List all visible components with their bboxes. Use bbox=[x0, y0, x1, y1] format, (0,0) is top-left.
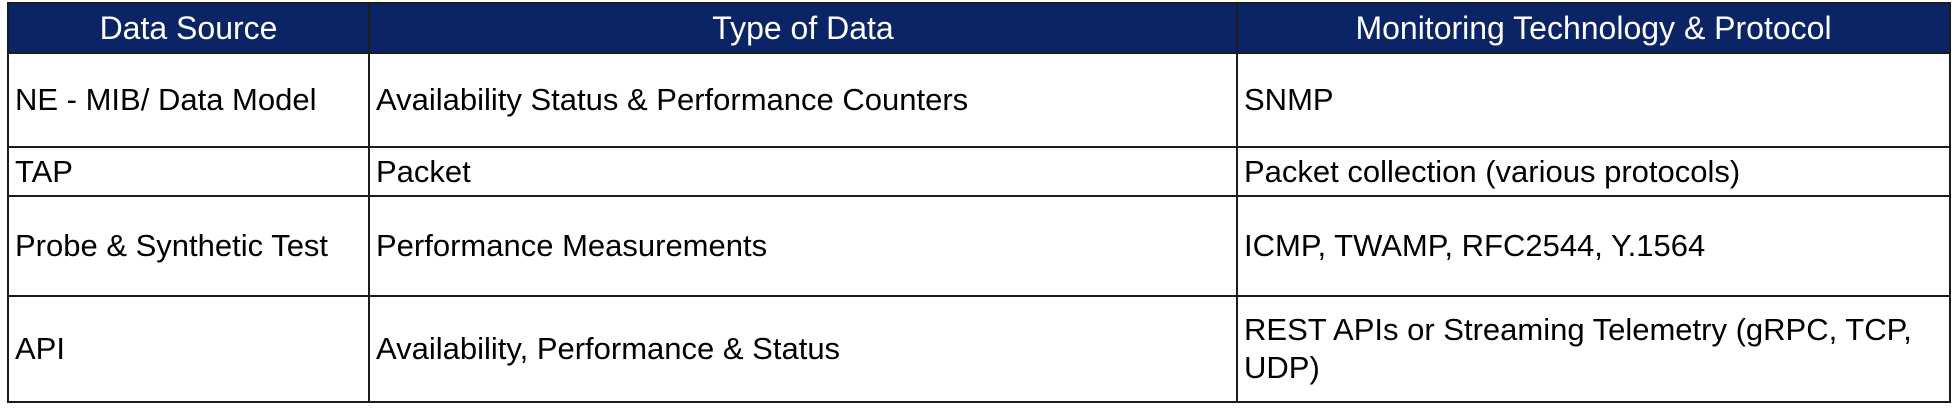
cell-type-of-data: Availability, Performance & Status bbox=[368, 295, 1238, 403]
cell-data-source: NE - MIB/ Data Model bbox=[7, 52, 370, 148]
table-header-row: Data Source Type of Data Monitoring Tech… bbox=[7, 2, 1951, 54]
header-data-source: Data Source bbox=[7, 2, 370, 54]
data-source-table: Data Source Type of Data Monitoring Tech… bbox=[7, 2, 1951, 403]
cell-monitoring-technology: SNMP bbox=[1236, 52, 1951, 148]
cell-monitoring-technology: ICMP, TWAMP, RFC2544, Y.1564 bbox=[1236, 195, 1951, 297]
cell-monitoring-technology: Packet collection (various protocols) bbox=[1236, 146, 1951, 197]
header-type-of-data: Type of Data bbox=[368, 2, 1238, 54]
cell-data-source: Probe & Synthetic Test bbox=[7, 195, 370, 297]
table-row: Probe & Synthetic Test Performance Measu… bbox=[7, 195, 1951, 297]
cell-type-of-data: Availability Status & Performance Counte… bbox=[368, 52, 1238, 148]
cell-data-source: API bbox=[7, 295, 370, 403]
cell-data-source: TAP bbox=[7, 146, 370, 197]
cell-type-of-data: Packet bbox=[368, 146, 1238, 197]
cell-type-of-data: Performance Measurements bbox=[368, 195, 1238, 297]
table-row: API Availability, Performance & Status R… bbox=[7, 295, 1951, 403]
header-monitoring-technology: Monitoring Technology & Protocol bbox=[1236, 2, 1951, 54]
table-row: TAP Packet Packet collection (various pr… bbox=[7, 146, 1951, 197]
cell-monitoring-technology: REST APIs or Streaming Telemetry (gRPC, … bbox=[1236, 295, 1951, 403]
data-source-table-container: Data Source Type of Data Monitoring Tech… bbox=[7, 2, 1951, 403]
table-row: NE - MIB/ Data Model Availability Status… bbox=[7, 52, 1951, 148]
